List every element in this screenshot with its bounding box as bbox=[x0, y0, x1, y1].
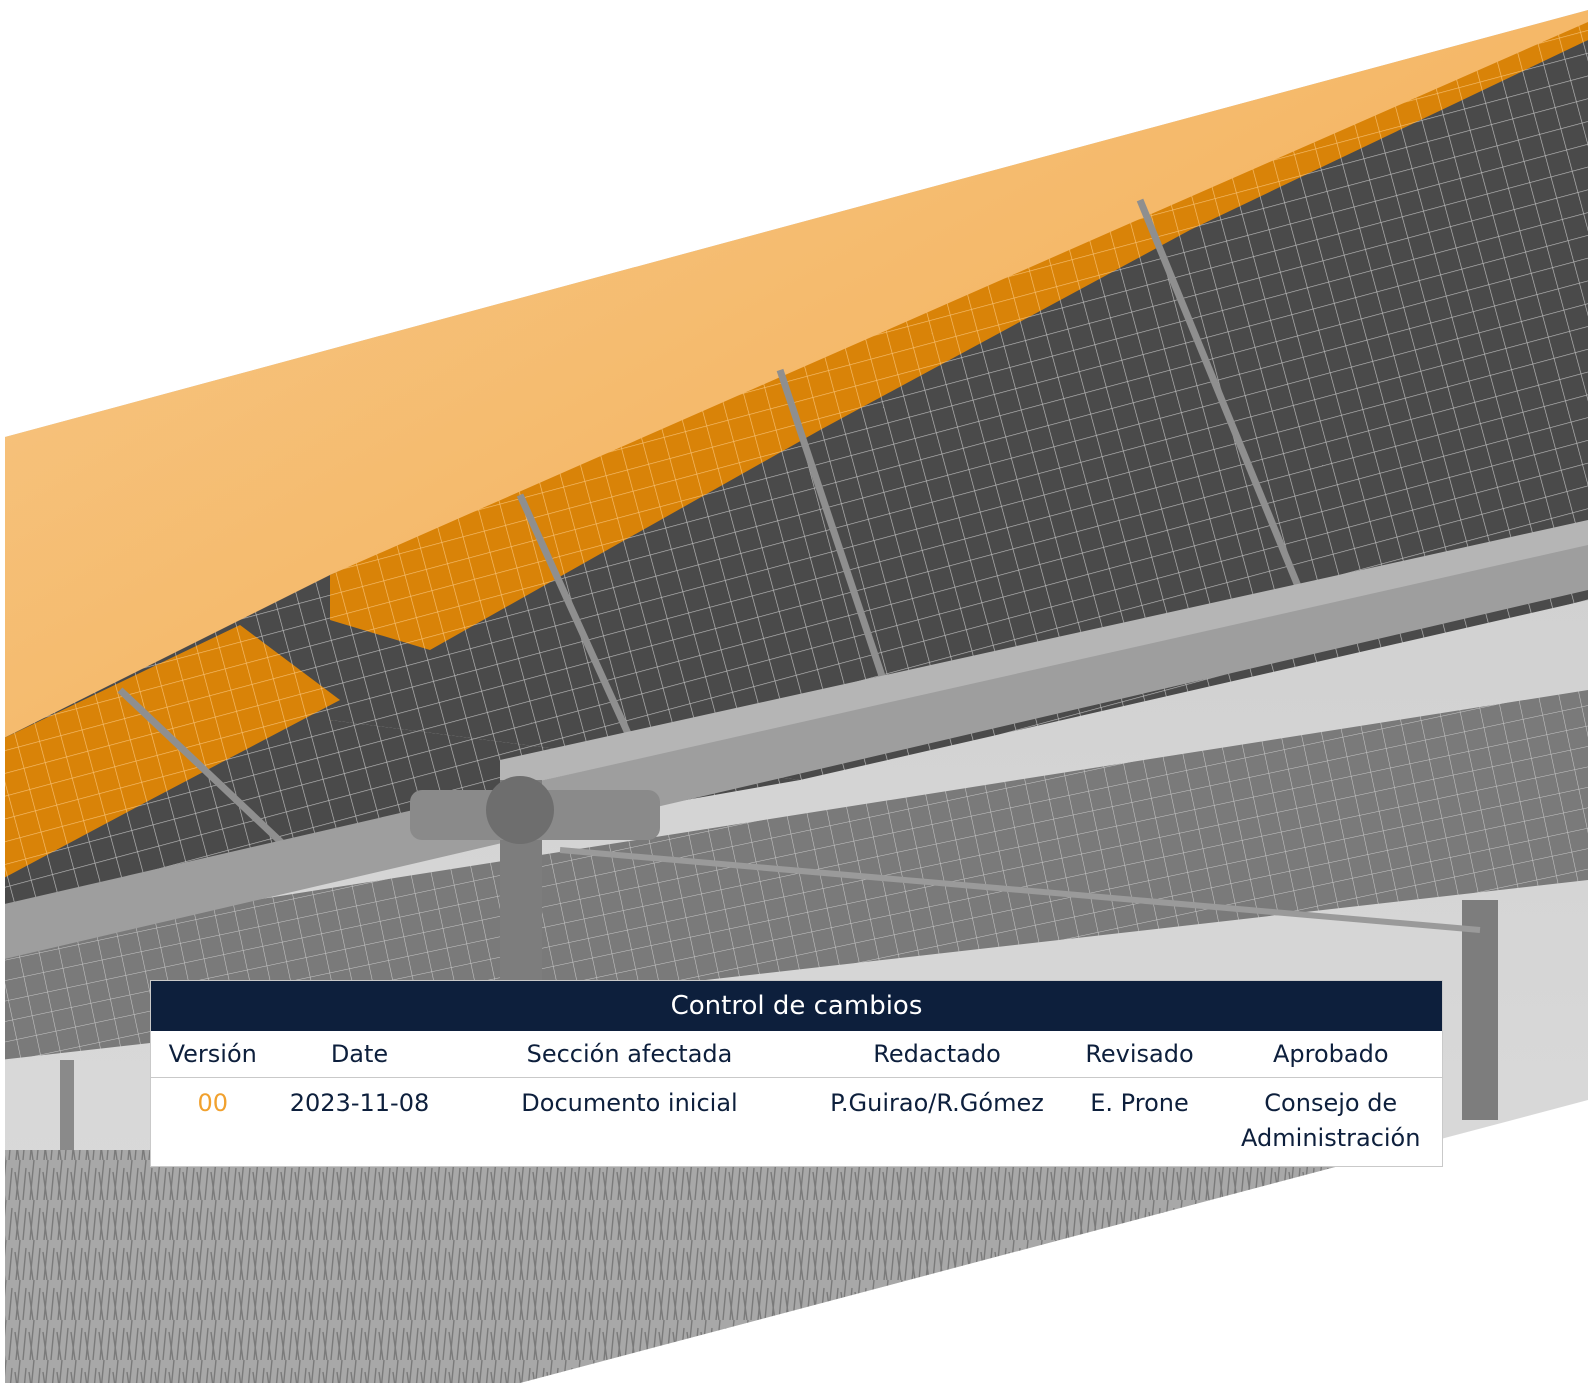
table-row: 00 2023-11-08 Documento inicial P.Guirao… bbox=[151, 1078, 1443, 1167]
change-control-table: Control de cambios Versión Date Sección … bbox=[150, 980, 1443, 1167]
column-header-approved: Aprobado bbox=[1219, 1031, 1443, 1078]
cell-section: Documento inicial bbox=[521, 1089, 738, 1117]
column-header-date: Date bbox=[274, 1031, 445, 1078]
cell-drafted: P.Guirao/R.Gómez bbox=[830, 1089, 1044, 1117]
cell-date: 2023-11-08 bbox=[289, 1089, 430, 1117]
column-header-reviewed: Revisado bbox=[1059, 1031, 1220, 1078]
column-header-section: Sección afectada bbox=[444, 1031, 815, 1078]
cell-reviewed: E. Prone bbox=[1090, 1089, 1189, 1117]
column-header-version: Versión bbox=[150, 1031, 275, 1078]
table-title: Control de cambios bbox=[150, 980, 1443, 1031]
table-header-row: Versión Date Sección afectada Redactado … bbox=[150, 1031, 1443, 1078]
column-header-drafted: Redactado bbox=[814, 1031, 1060, 1078]
table-title-row: Control de cambios bbox=[150, 980, 1443, 1031]
cell-approved: Consejo de Administración bbox=[1241, 1089, 1421, 1152]
cell-version: 00 bbox=[197, 1089, 229, 1117]
